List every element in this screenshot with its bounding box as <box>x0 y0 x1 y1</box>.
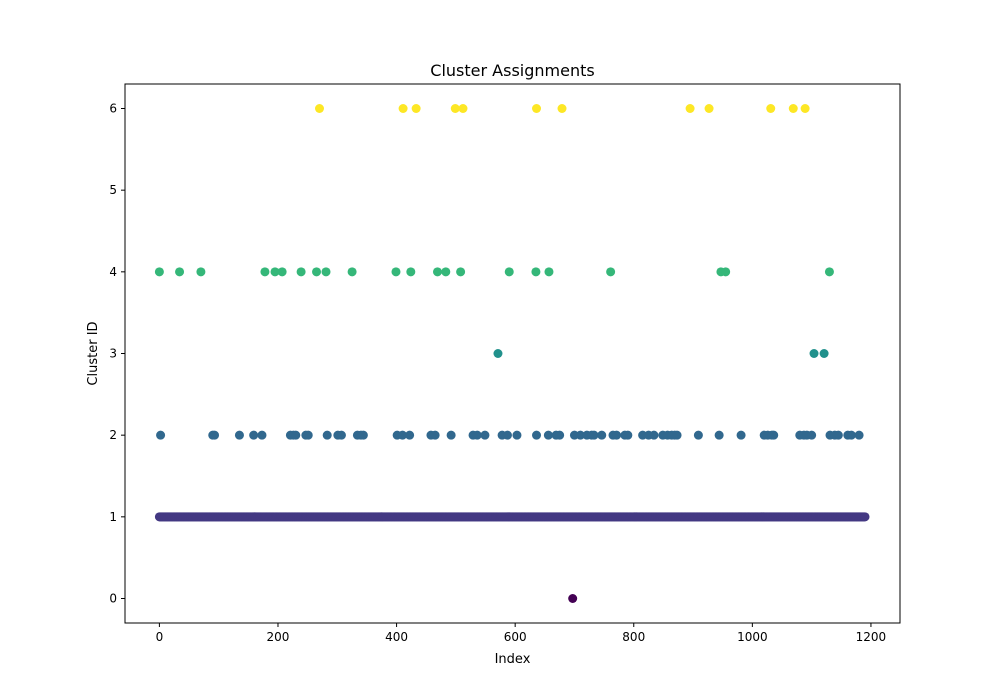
point-cluster-0 <box>568 594 578 603</box>
point-cluster-4 <box>270 267 280 277</box>
point-cluster-2 <box>398 430 408 440</box>
point-cluster-6 <box>766 104 776 113</box>
point-cluster-2 <box>714 430 724 440</box>
point-cluster-2 <box>623 430 633 440</box>
point-cluster-2 <box>430 430 440 440</box>
x-tick-label: 1000 <box>737 630 768 644</box>
point-cluster-4 <box>277 267 287 277</box>
point-cluster-6 <box>800 104 810 113</box>
point-cluster-2 <box>257 430 267 440</box>
point-cluster-2 <box>649 430 659 440</box>
point-cluster-2 <box>575 430 585 440</box>
point-cluster-2 <box>597 430 607 440</box>
point-cluster-2 <box>833 430 843 440</box>
point-cluster-6 <box>788 104 798 113</box>
x-tick-label: 400 <box>385 630 408 644</box>
point-cluster-4 <box>824 267 834 277</box>
y-tick-label: 0 <box>109 592 117 606</box>
point-cluster-4 <box>391 267 401 277</box>
point-cluster-2 <box>405 430 415 440</box>
point-cluster-2 <box>543 430 553 440</box>
x-axis-label: Index <box>495 652 531 667</box>
point-cluster-2 <box>693 430 703 440</box>
point-cluster-4 <box>531 267 541 277</box>
point-cluster-2 <box>358 430 368 440</box>
point-cluster-4 <box>154 267 164 277</box>
point-cluster-6 <box>532 104 542 113</box>
point-cluster-4 <box>296 267 306 277</box>
point-cluster-1 <box>860 512 870 522</box>
point-cluster-4 <box>347 267 357 277</box>
point-cluster-2 <box>234 430 244 440</box>
point-cluster-2 <box>532 430 542 440</box>
point-cluster-4 <box>260 267 270 277</box>
point-cluster-2 <box>555 430 565 440</box>
point-cluster-2 <box>612 430 622 440</box>
point-cluster-4 <box>175 267 185 277</box>
point-cluster-4 <box>544 267 554 277</box>
point-cluster-6 <box>411 104 421 113</box>
point-cluster-4 <box>196 267 206 277</box>
plot-area <box>154 104 870 603</box>
y-tick-label: 6 <box>109 102 117 116</box>
x-axis: 0 200 400 600 800 1000 1200 <box>156 623 887 644</box>
y-tick-label: 5 <box>109 183 117 197</box>
y-tick-label: 3 <box>109 347 117 361</box>
point-cluster-2 <box>589 430 599 440</box>
point-cluster-6 <box>398 104 408 113</box>
point-cluster-3 <box>493 349 503 358</box>
point-cluster-2 <box>303 430 313 440</box>
point-cluster-6 <box>704 104 714 113</box>
point-cluster-6 <box>314 104 324 113</box>
point-cluster-4 <box>456 267 466 277</box>
y-axis: 0 1 2 3 4 5 6 <box>109 102 125 606</box>
point-cluster-6 <box>685 104 695 113</box>
y-tick-label: 4 <box>109 265 117 279</box>
point-cluster-3 <box>809 349 819 358</box>
point-cluster-2 <box>672 430 682 440</box>
axes-frame <box>124 83 901 624</box>
point-cluster-2 <box>446 430 456 440</box>
point-cluster-4 <box>721 267 731 277</box>
x-tick-label: 800 <box>622 630 645 644</box>
point-cluster-2 <box>291 430 301 440</box>
point-cluster-2 <box>336 430 346 440</box>
point-cluster-2 <box>736 430 746 440</box>
point-cluster-2 <box>322 430 332 440</box>
point-cluster-2 <box>480 430 490 440</box>
point-cluster-2 <box>156 430 166 440</box>
y-axis-label: Cluster ID <box>86 321 101 385</box>
point-cluster-2 <box>502 430 512 440</box>
x-tick-label: 200 <box>267 630 290 644</box>
y-tick-label: 2 <box>109 428 117 442</box>
point-cluster-6 <box>450 104 460 113</box>
point-cluster-6 <box>557 104 567 113</box>
point-cluster-6 <box>458 104 468 113</box>
point-cluster-4 <box>441 267 451 277</box>
point-cluster-2 <box>512 430 522 440</box>
point-cluster-2 <box>249 430 259 440</box>
point-cluster-2 <box>854 430 864 440</box>
point-cluster-4 <box>504 267 514 277</box>
x-tick-label: 600 <box>504 630 527 644</box>
point-cluster-3 <box>819 349 829 358</box>
x-tick-label: 0 <box>156 630 164 644</box>
point-cluster-2 <box>807 430 817 440</box>
chart-title: Cluster Assignments <box>430 61 594 80</box>
point-cluster-2 <box>846 430 856 440</box>
y-tick-label: 1 <box>109 510 117 524</box>
x-tick-label: 1200 <box>856 630 887 644</box>
point-cluster-4 <box>432 267 442 277</box>
point-cluster-4 <box>321 267 331 277</box>
point-cluster-4 <box>606 267 616 277</box>
point-cluster-2 <box>472 430 482 440</box>
point-cluster-2 <box>210 430 220 440</box>
point-cluster-2 <box>769 430 779 440</box>
point-cluster-4 <box>312 267 322 277</box>
point-cluster-4 <box>406 267 416 277</box>
